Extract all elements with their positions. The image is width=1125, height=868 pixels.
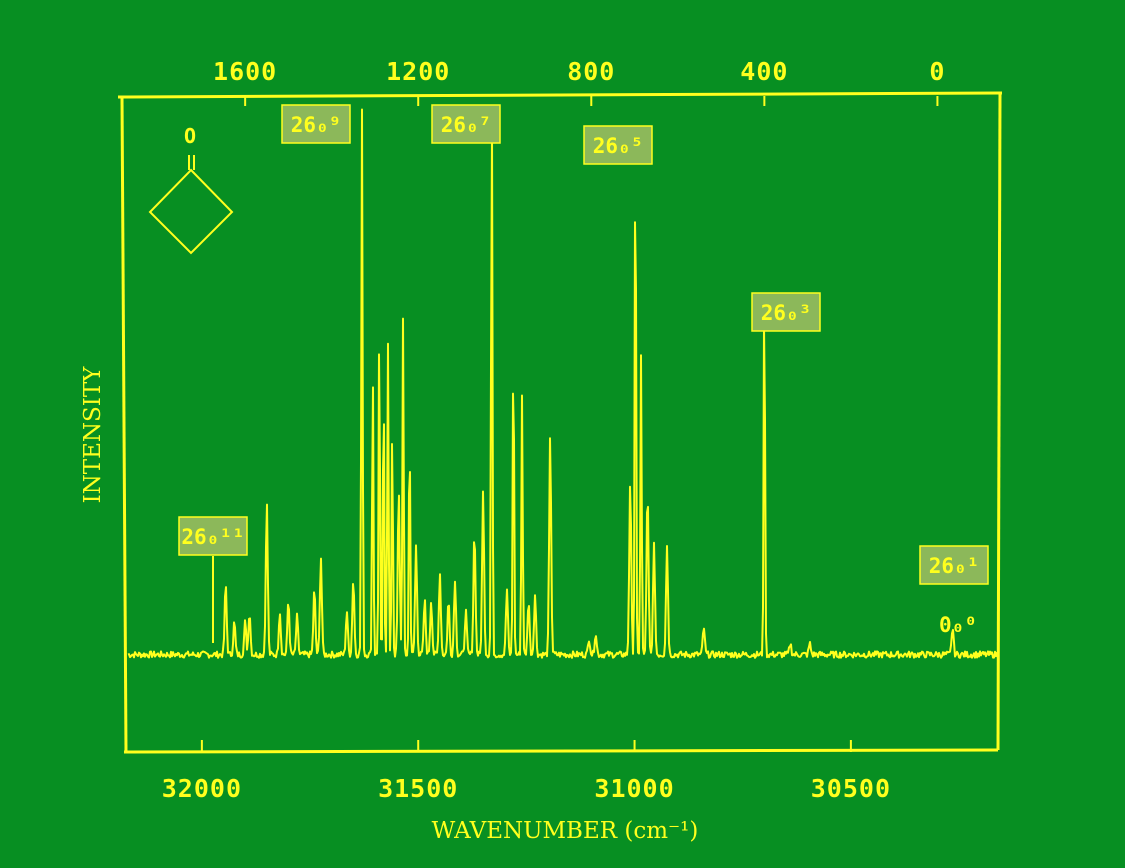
plot-frame xyxy=(117,91,1003,754)
peak-label-box xyxy=(919,545,989,585)
bottom-tick-label: 32000 xyxy=(162,774,242,803)
frame-top xyxy=(117,91,1003,99)
peak-annotation: 26₀⁷ xyxy=(431,104,501,144)
top-tick-label: 800 xyxy=(567,57,615,86)
cyclobutanone-structure-icon: O xyxy=(148,124,234,255)
peak-annotation: 26₀⁵ xyxy=(583,125,653,165)
bottom-tick-label: 31500 xyxy=(378,774,458,803)
peak-annotation: 26₀¹ xyxy=(919,545,989,585)
bottom-tick-label: 30500 xyxy=(811,774,891,803)
peak-label: 26₀⁷ xyxy=(441,113,492,137)
peak-label-box xyxy=(751,292,821,332)
peak-label: 26₀³ xyxy=(761,301,812,325)
peak-label: 26₀¹¹ xyxy=(181,525,244,549)
y-axis-title: INTENSITY xyxy=(80,366,106,504)
peak-label-box xyxy=(431,104,501,144)
peak-label: 26₀⁹ xyxy=(291,113,342,137)
peak-label: 26₀⁵ xyxy=(593,134,644,158)
x-axis-title: WAVENUMBER (cm⁻¹) xyxy=(432,818,699,844)
top-tick-label: 1600 xyxy=(213,57,277,86)
peak-labels: 26₀¹¹ 26₀⁹ 26₀⁷ 26₀⁵ 26₀³ 26₀¹ 0₀⁰ xyxy=(178,104,989,643)
peak-label-box xyxy=(178,516,248,556)
frame-bottom xyxy=(123,748,999,754)
peak-annotation: 26₀¹¹ xyxy=(178,516,248,643)
peak-annotation: 26₀³ xyxy=(751,292,821,332)
peak-annotation: 26₀⁹ xyxy=(281,104,351,144)
peak-label: 26₀¹ xyxy=(929,554,980,578)
bottom-axis: 32000 31500 31000 30500 xyxy=(162,740,891,803)
bottom-tick-label: 31000 xyxy=(594,774,674,803)
origin-band-label: 0₀⁰ xyxy=(939,613,977,637)
top-tick-label: 1200 xyxy=(386,57,450,86)
spectrum-line xyxy=(127,108,999,659)
svg-text:O: O xyxy=(184,124,196,148)
frame-left xyxy=(120,96,128,753)
peak-label-box xyxy=(281,104,351,144)
peak-label-box xyxy=(583,125,653,165)
frame-right xyxy=(996,92,1002,751)
top-tick-label: 0 xyxy=(929,57,945,86)
top-axis: 1600 1200 800 400 0 xyxy=(213,57,945,106)
top-tick-label: 400 xyxy=(740,57,788,86)
